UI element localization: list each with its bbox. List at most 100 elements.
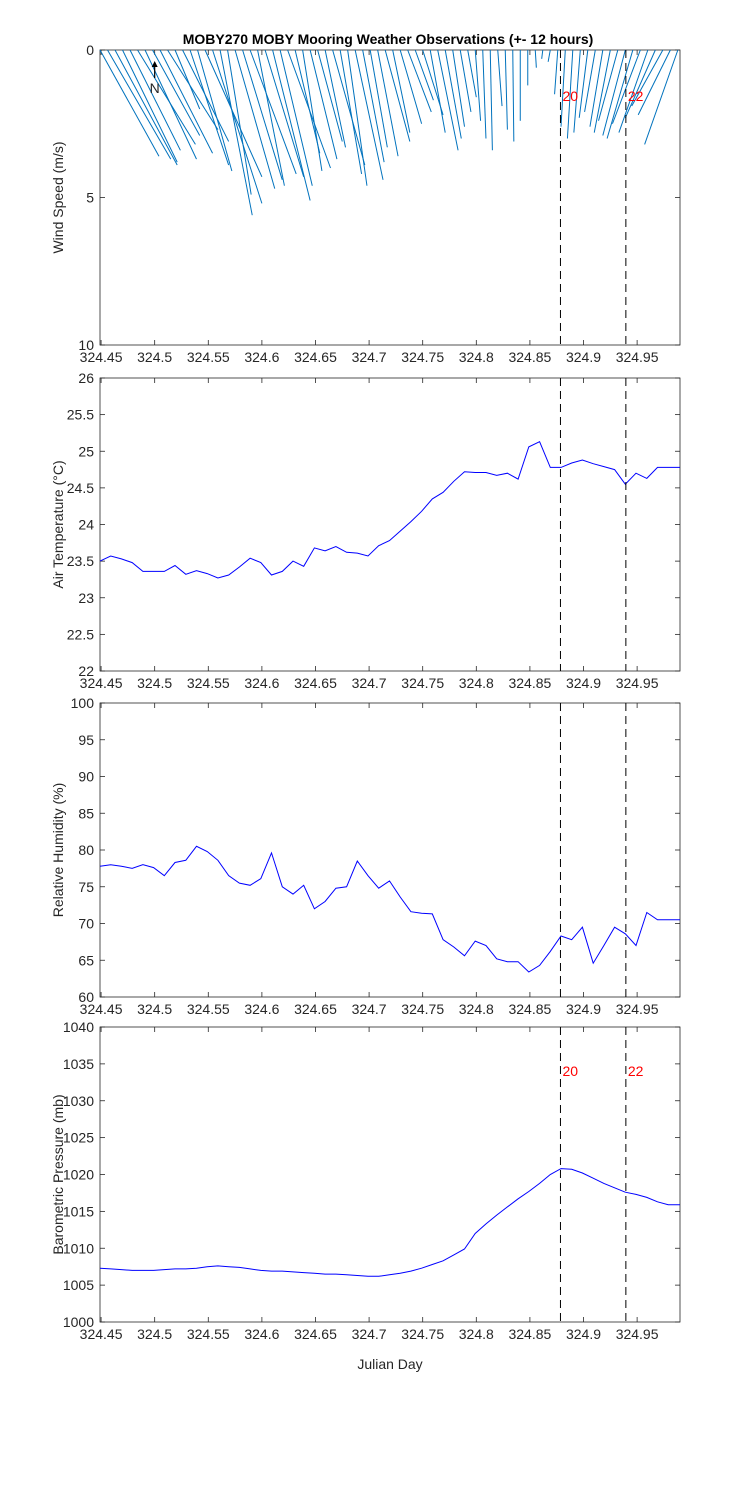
y-tick-label: 70 xyxy=(78,916,94,932)
panel-2: 324.45 324.5 324.55 324.6 324.65 324.7 324.75 3… xyxy=(50,370,681,691)
x-tick-label: 324.75 xyxy=(401,1326,444,1342)
wind-vector xyxy=(637,49,671,116)
wind-vector xyxy=(272,49,311,201)
wind-vector xyxy=(399,49,423,124)
x-tick-label: 324.45 xyxy=(80,675,123,691)
y-tick-label: 1015 xyxy=(63,1203,94,1219)
wind-vector xyxy=(302,49,323,172)
x-tick-label: 324.45 xyxy=(80,1326,123,1342)
wind-vector xyxy=(474,49,482,121)
x-tick-label: 324.8 xyxy=(459,349,494,365)
x-tick-label: 324.9 xyxy=(566,675,601,691)
y-tick-label: 26 xyxy=(78,370,94,386)
wind-vector xyxy=(137,49,196,145)
x-tick-label: 324.75 xyxy=(401,349,444,365)
wind-vector xyxy=(264,49,305,177)
x-tick-label: 324.7 xyxy=(352,675,387,691)
y-tick-label: 1030 xyxy=(63,1093,94,1109)
x-tick-label: 324.5 xyxy=(137,1001,172,1017)
wind-vector xyxy=(249,49,297,175)
wind-vector xyxy=(489,49,493,151)
x-tick-label: 324.55 xyxy=(187,349,230,365)
wind-vector xyxy=(362,49,385,163)
wind-vector xyxy=(407,49,432,113)
x-tick-label: 324.6 xyxy=(244,675,279,691)
wind-vector xyxy=(602,49,626,136)
x-tick-label: 324.45 xyxy=(80,349,123,365)
wind-vector xyxy=(294,49,321,154)
x-tick-label: 324.65 xyxy=(294,1001,337,1017)
wind-vector xyxy=(482,49,487,139)
y-axis-title: Barometric Pressure (mb) xyxy=(50,1094,66,1254)
wind-vector xyxy=(644,49,679,145)
y-tick-label: 1005 xyxy=(63,1277,94,1293)
figure-title: MOBY270 MOBY Mooring Weather Observation… xyxy=(183,31,594,47)
north-label: N xyxy=(150,80,160,96)
x-axis-title: Julian Day xyxy=(357,1356,422,1372)
y-tick-label: 25.5 xyxy=(67,407,94,423)
x-tick-label: 324.5 xyxy=(137,349,172,365)
x-tick-label: 324.55 xyxy=(187,1326,230,1342)
y-tick-label: 24.5 xyxy=(67,480,94,496)
x-tick-label: 324.8 xyxy=(459,675,494,691)
y-tick-label: 80 xyxy=(78,842,94,858)
x-tick-label: 324.9 xyxy=(566,1326,601,1342)
axes-box xyxy=(99,49,681,346)
wind-vector xyxy=(377,49,399,157)
x-tick-label: 324.85 xyxy=(508,675,551,691)
wind-vector xyxy=(107,49,172,160)
y-tick-label: 1025 xyxy=(63,1130,94,1146)
wind-vector xyxy=(547,49,551,62)
x-tick-label: 324.85 xyxy=(508,1326,551,1342)
wind-vector xyxy=(414,49,434,101)
x-tick-label: 324.7 xyxy=(352,349,387,365)
wind-vector xyxy=(467,49,477,98)
x-tick-label: 324.55 xyxy=(187,1001,230,1017)
north-arrow-head xyxy=(151,61,158,67)
wind-vector xyxy=(459,49,472,113)
y-tick-label: 23.5 xyxy=(67,553,94,569)
wind-vector xyxy=(309,49,338,160)
wind-vector xyxy=(606,49,634,139)
wind-vector xyxy=(279,49,313,186)
wind-vector xyxy=(631,49,664,107)
x-tick-label: 324.55 xyxy=(187,675,230,691)
y-tick-label: 1000 xyxy=(63,1314,94,1330)
panel-3: 324.45 324.5 324.55 324.6 324.65 324.7 324.75 3… xyxy=(50,695,681,1017)
y-tick-label: 1010 xyxy=(63,1240,94,1256)
wind-vector xyxy=(129,49,181,151)
y-tick-label: 0 xyxy=(86,42,94,58)
wind-vector xyxy=(212,49,263,204)
wind-vector xyxy=(234,49,276,189)
wind-vector xyxy=(189,49,230,166)
wind-vector xyxy=(339,49,363,174)
wind-vector xyxy=(573,49,581,133)
wind-vector xyxy=(611,49,641,124)
wind-vector xyxy=(618,49,649,133)
marker-label: 22 xyxy=(628,1063,644,1079)
x-tick-label: 324.95 xyxy=(616,675,659,691)
wind-vector xyxy=(369,49,388,148)
panel-1: 324.45 324.5 324.55 324.6 324.65 324.7 324.75 3… xyxy=(50,42,681,365)
panels: 324.45 324.5 324.55 324.6 324.65 324.7 324.75 3… xyxy=(50,42,681,1372)
wind-vector xyxy=(589,49,604,127)
y-tick-label: 75 xyxy=(78,879,94,895)
y-tick-label: 22 xyxy=(78,663,94,679)
series-line xyxy=(99,1168,680,1277)
x-tick-label: 324.85 xyxy=(508,349,551,365)
axes-box xyxy=(99,1026,681,1323)
marker-label: 20 xyxy=(562,88,578,104)
y-tick-label: 25 xyxy=(78,443,94,459)
axes-box xyxy=(99,377,681,672)
y-tick-label: 1035 xyxy=(63,1056,94,1072)
y-tick-label: 10 xyxy=(78,337,94,353)
x-tick-label: 324.95 xyxy=(616,349,659,365)
wind-vector xyxy=(624,49,656,119)
wind-vector xyxy=(392,49,411,133)
wind-vector xyxy=(554,49,559,95)
y-tick-label: 23 xyxy=(78,590,94,606)
wind-vector xyxy=(347,49,368,186)
wind-vector xyxy=(197,49,233,172)
x-tick-label: 324.95 xyxy=(616,1326,659,1342)
x-tick-label: 324.6 xyxy=(244,1326,279,1342)
